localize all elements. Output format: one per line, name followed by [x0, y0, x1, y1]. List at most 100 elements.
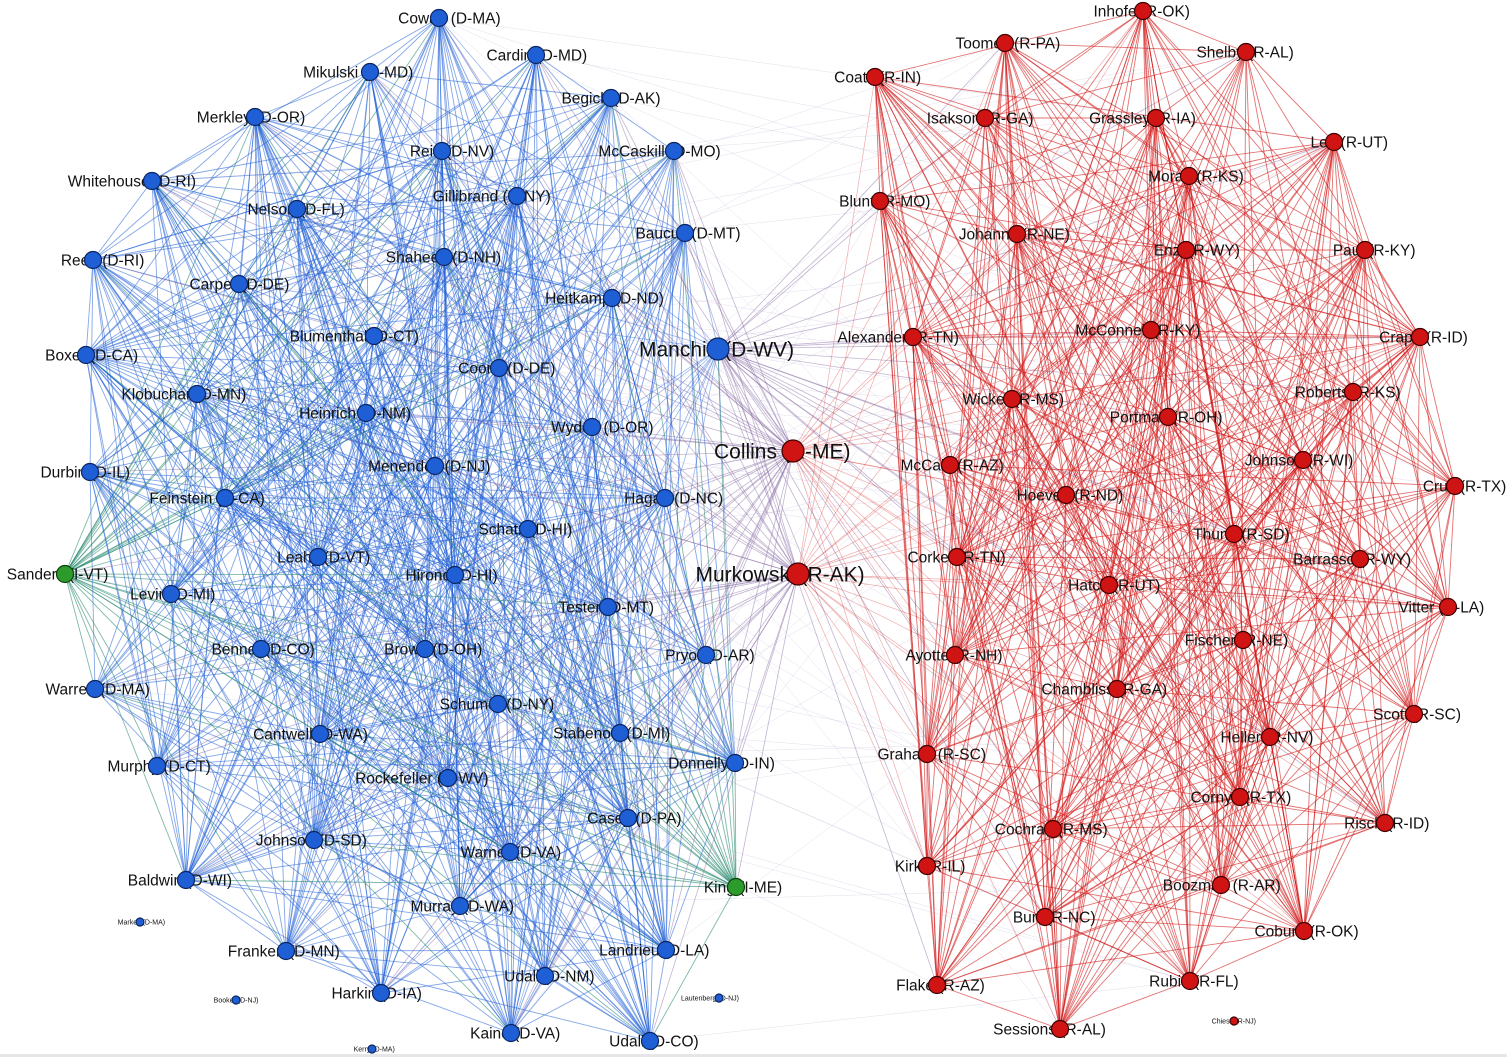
- democrat-node-dot[interactable]: [725, 753, 745, 773]
- senator-node[interactable]: Collins (R-ME): [714, 439, 851, 463]
- democrat-node-dot[interactable]: [582, 417, 602, 437]
- republican-node-dot[interactable]: [1324, 132, 1344, 152]
- democrat-node-dot[interactable]: [187, 384, 207, 404]
- senator-node[interactable]: Hoeven (R-ND): [1016, 485, 1123, 505]
- senator-node[interactable]: Cowan (D-MA): [398, 8, 501, 28]
- democrat-node-dot[interactable]: [640, 1031, 660, 1051]
- democrat-node-dot[interactable]: [415, 639, 435, 659]
- democrat-node-dot[interactable]: [675, 223, 695, 243]
- senator-node[interactable]: Gillibrand (D-NY): [433, 186, 551, 206]
- democrat-node-dot[interactable]: [610, 723, 630, 743]
- republican-node-dot[interactable]: [1236, 42, 1256, 62]
- republican-node-dot[interactable]: [1350, 549, 1370, 569]
- democrat-node-dot[interactable]: [618, 808, 638, 828]
- democrat-node-dot[interactable]: [364, 326, 384, 346]
- senator-node[interactable]: Mikulski (D-MD): [303, 62, 413, 82]
- democrat-node-dot[interactable]: [245, 107, 265, 127]
- republican-node-dot[interactable]: [927, 975, 947, 995]
- republican-node-dot[interactable]: [1294, 921, 1314, 941]
- senator-node[interactable]: Fischer (R-NE): [1185, 630, 1288, 650]
- republican-node-dot[interactable]: [1180, 971, 1200, 991]
- senator-node[interactable]: Murray (D-WA): [410, 896, 514, 916]
- democrat-node-dot[interactable]: [706, 337, 730, 361]
- republican-node-dot[interactable]: [1293, 450, 1313, 470]
- republican-node-dot[interactable]: [870, 191, 890, 211]
- republican-node-dot[interactable]: [975, 108, 995, 128]
- senator-node[interactable]: Toomey (R-PA): [955, 33, 1060, 53]
- democrat-node-dot[interactable]: [176, 870, 196, 890]
- republican-node-dot[interactable]: [1224, 524, 1244, 544]
- senator-node[interactable]: Reid (D-NV): [410, 141, 494, 161]
- republican-node-dot[interactable]: [1438, 597, 1458, 617]
- senator-node[interactable]: Isakson (R-GA): [927, 108, 1034, 128]
- republican-node-dot[interactable]: [1107, 679, 1127, 699]
- senator-node[interactable]: Cardin (D-MD): [486, 45, 587, 65]
- senator-node[interactable]: McCain (R-AZ): [900, 455, 1004, 475]
- senator-node[interactable]: Reed (D-RI): [61, 250, 145, 270]
- senator-node[interactable]: Leahy (D-VT): [277, 547, 370, 567]
- democrat-node-dot[interactable]: [445, 565, 465, 585]
- senator-node[interactable]: Levin (D-MI): [130, 584, 215, 604]
- senator-node[interactable]: McConnell (R-KY): [1075, 320, 1200, 340]
- senator-node[interactable]: Kaine (D-VA): [470, 1023, 560, 1043]
- republican-node-dot[interactable]: [1133, 1, 1153, 21]
- senator-node[interactable]: Portman (R-OH): [1110, 407, 1223, 427]
- senator-node[interactable]: Markey (D-MA): [118, 917, 165, 927]
- democrat-node-dot[interactable]: [664, 141, 684, 161]
- senator-node[interactable]: Blumenthal (D-CT): [290, 326, 419, 346]
- senator-node[interactable]: Tester (D-MT): [558, 597, 654, 617]
- senator-node[interactable]: Baucus (D-MT): [635, 223, 741, 243]
- republican-node-dot[interactable]: [1445, 476, 1465, 496]
- democrat-node-dot[interactable]: [434, 247, 454, 267]
- senator-node[interactable]: Warner (D-VA): [460, 842, 561, 862]
- republican-node-dot[interactable]: [947, 547, 967, 567]
- senator-node[interactable]: Hagan (D-NC): [624, 488, 723, 508]
- senator-node[interactable]: Johnson (D-SD): [256, 830, 367, 850]
- republican-node-dot[interactable]: [917, 856, 937, 876]
- senator-node[interactable]: Johanns (R-NE): [959, 224, 1070, 244]
- senator-node[interactable]: Rubio (R-FL): [1149, 971, 1239, 991]
- republican-node-dot[interactable]: [1002, 389, 1022, 409]
- senator-node[interactable]: Roberts (R-KS): [1295, 382, 1401, 402]
- republican-node-dot[interactable]: [1043, 819, 1063, 839]
- senator-node[interactable]: Johnson (R-WI): [1245, 450, 1354, 470]
- independent-node-dot[interactable]: [726, 877, 746, 897]
- senator-node[interactable]: Shaheen (D-NH): [386, 247, 501, 267]
- democrat-node-dot[interactable]: [429, 8, 449, 28]
- senator-node[interactable]: Baldwin (D-WI): [128, 870, 232, 890]
- democrat-node-dot[interactable]: [135, 917, 145, 927]
- democrat-node-dot[interactable]: [85, 679, 105, 699]
- democrat-node-dot[interactable]: [215, 488, 235, 508]
- senator-node[interactable]: Moran (R-KS): [1148, 166, 1244, 186]
- democrat-node-dot[interactable]: [714, 993, 724, 1003]
- democrat-node-dot[interactable]: [438, 768, 458, 788]
- senator-node[interactable]: Menendez (D-NJ): [368, 456, 490, 476]
- senator-node[interactable]: Klobuchar (D-MN): [121, 384, 246, 404]
- democrat-node-dot[interactable]: [76, 345, 96, 365]
- senator-node[interactable]: Grassley (R-IA): [1089, 108, 1196, 128]
- senator-node[interactable]: Pryor (D-AR): [665, 645, 755, 665]
- senator-node[interactable]: Wyden (D-OR): [551, 417, 653, 437]
- republican-node-dot[interactable]: [1260, 727, 1280, 747]
- democrat-node-dot[interactable]: [450, 896, 470, 916]
- senator-node[interactable]: Paul (R-KY): [1333, 240, 1416, 260]
- senator-node[interactable]: Blunt (R-MO): [839, 191, 930, 211]
- senator-node[interactable]: McCaskill (D-MO): [598, 141, 721, 161]
- republican-node-dot[interactable]: [903, 327, 923, 347]
- senator-node[interactable]: Murkowski (R-AK): [695, 562, 865, 586]
- democrat-node-dot[interactable]: [304, 830, 324, 850]
- democrat-node-dot[interactable]: [367, 1044, 377, 1054]
- democrat-node-dot[interactable]: [598, 597, 618, 617]
- republican-node-dot[interactable]: [1179, 166, 1199, 186]
- senator-node[interactable]: Udall (D-NM): [504, 966, 595, 986]
- democrat-node-dot[interactable]: [507, 186, 527, 206]
- independent-node-dot[interactable]: [55, 564, 75, 584]
- republican-node-dot[interactable]: [995, 33, 1015, 53]
- republican-node-dot[interactable]: [1410, 327, 1430, 347]
- democrat-node-dot[interactable]: [425, 456, 445, 476]
- senator-node[interactable]: King (I-ME): [704, 877, 782, 897]
- republican-node-dot[interactable]: [945, 645, 965, 665]
- senator-node[interactable]: Boozman (R-AR): [1163, 875, 1281, 895]
- senator-node[interactable]: Sessions (R-AL): [993, 1019, 1106, 1039]
- republican-node-dot[interactable]: [1007, 224, 1027, 244]
